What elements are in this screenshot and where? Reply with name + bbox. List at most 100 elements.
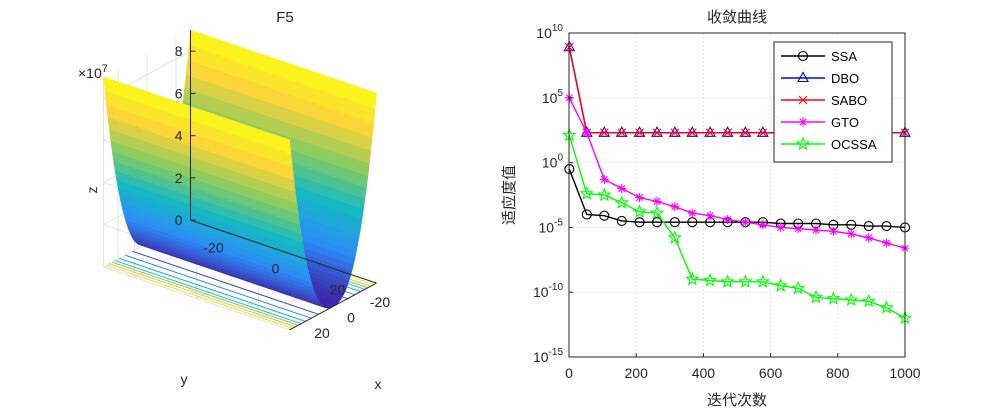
y-tick-label: 20	[330, 282, 346, 298]
data-point	[702, 272, 718, 287]
contour-line	[109, 263, 296, 328]
data-point	[634, 217, 645, 228]
data-point	[598, 126, 611, 137]
data-point	[844, 292, 859, 307]
y-tick-label: 105	[542, 88, 564, 106]
x-tick-label: -20	[370, 294, 390, 310]
data-point	[652, 128, 662, 138]
y-tick-label: 10-10	[533, 282, 563, 300]
data-point	[811, 225, 821, 235]
z-tick-label: 0	[175, 212, 183, 228]
data-point	[758, 128, 768, 138]
data-point	[633, 126, 646, 137]
z-exponent-label: ×107	[78, 63, 108, 81]
y-axis-label: y	[181, 371, 188, 387]
legend-entry-sabo: SABO	[781, 93, 867, 108]
convergence-title: 收敛曲线	[707, 8, 767, 26]
data-point	[582, 128, 592, 138]
z-tick-label: 6	[175, 85, 183, 101]
convergence-ticks: 0 200 400 600 800 1000 1010 105 100 10-5 10-10 10-1…	[533, 23, 921, 381]
data-point	[687, 208, 697, 218]
data-point	[579, 186, 594, 200]
legend-label: SSA	[831, 49, 857, 64]
y-axis-line	[289, 282, 377, 331]
data-point	[617, 184, 627, 194]
data-point	[861, 293, 876, 308]
data-point	[797, 50, 809, 62]
convergence-plot: 0 200 400 600 800 1000 1010 105 100 10-5 10-10 10-1…	[500, 8, 921, 409]
x-axis-label: x	[375, 376, 382, 392]
surface-title: F5	[276, 9, 294, 26]
data-point	[793, 224, 803, 234]
x-tick-label: 800	[826, 365, 850, 381]
contour-line	[112, 261, 299, 326]
surface-patch	[365, 105, 376, 125]
data-point	[705, 128, 715, 138]
data-point	[721, 126, 734, 137]
data-point	[686, 126, 699, 137]
data-point	[581, 209, 592, 220]
contour-line	[125, 254, 312, 319]
x-tick-label: 600	[759, 365, 783, 381]
convergence-y-label: 适应度值	[500, 165, 518, 225]
legend-entry-dbo: DBO	[781, 71, 859, 86]
plot-frame	[568, 32, 906, 358]
series-ocssa	[562, 127, 913, 325]
data-point	[705, 211, 715, 221]
data-point	[599, 210, 610, 221]
legend-label: GTO	[831, 115, 859, 130]
data-point	[797, 71, 809, 83]
surface-patch	[364, 120, 374, 139]
legend-label: DBO	[831, 71, 859, 86]
contour-line	[114, 260, 302, 325]
x-axis-line	[190, 219, 377, 284]
legend-label: OCSSA	[831, 137, 877, 152]
data-point	[882, 238, 892, 248]
legend-box	[773, 41, 893, 163]
data-point	[668, 126, 681, 137]
contour-line	[106, 264, 293, 329]
x-tick-label: 400	[692, 365, 716, 381]
data-point	[864, 233, 874, 243]
data-point	[670, 128, 680, 138]
data-point	[881, 221, 892, 232]
data-point	[632, 204, 647, 218]
floor-grid-line	[117, 258, 305, 323]
data-point	[739, 126, 752, 137]
convergence-series	[562, 40, 913, 325]
surface-patch	[281, 136, 292, 155]
data-point	[687, 217, 698, 228]
data-point	[651, 217, 663, 228]
data-point	[720, 274, 735, 288]
z-tick-label: 2	[175, 170, 183, 186]
data-point	[798, 117, 808, 127]
z-axis-label: z	[84, 187, 100, 194]
data-point	[846, 219, 857, 230]
data-point	[758, 220, 768, 230]
data-point	[687, 128, 697, 138]
x-tick-label: 0	[347, 310, 355, 326]
y-tick-label: 100	[542, 153, 564, 171]
data-point	[651, 126, 663, 137]
data-point	[685, 271, 700, 286]
data-point	[635, 193, 645, 203]
data-point	[670, 202, 680, 212]
data-point	[738, 274, 753, 288]
data-point	[616, 215, 627, 226]
data-point	[828, 226, 838, 236]
data-point	[790, 280, 806, 295]
z-tick-label: 8	[175, 43, 183, 59]
surface-patch	[366, 90, 377, 110]
legend-label: SABO	[831, 93, 867, 108]
x-tick-label: 1000	[889, 365, 920, 381]
y-tick-label: 0	[272, 261, 280, 277]
data-point	[756, 126, 769, 137]
data-point	[617, 128, 627, 138]
data-point	[667, 230, 682, 244]
z-tick-label: 4	[175, 128, 183, 144]
data-point	[635, 128, 644, 138]
data-point	[599, 128, 609, 138]
